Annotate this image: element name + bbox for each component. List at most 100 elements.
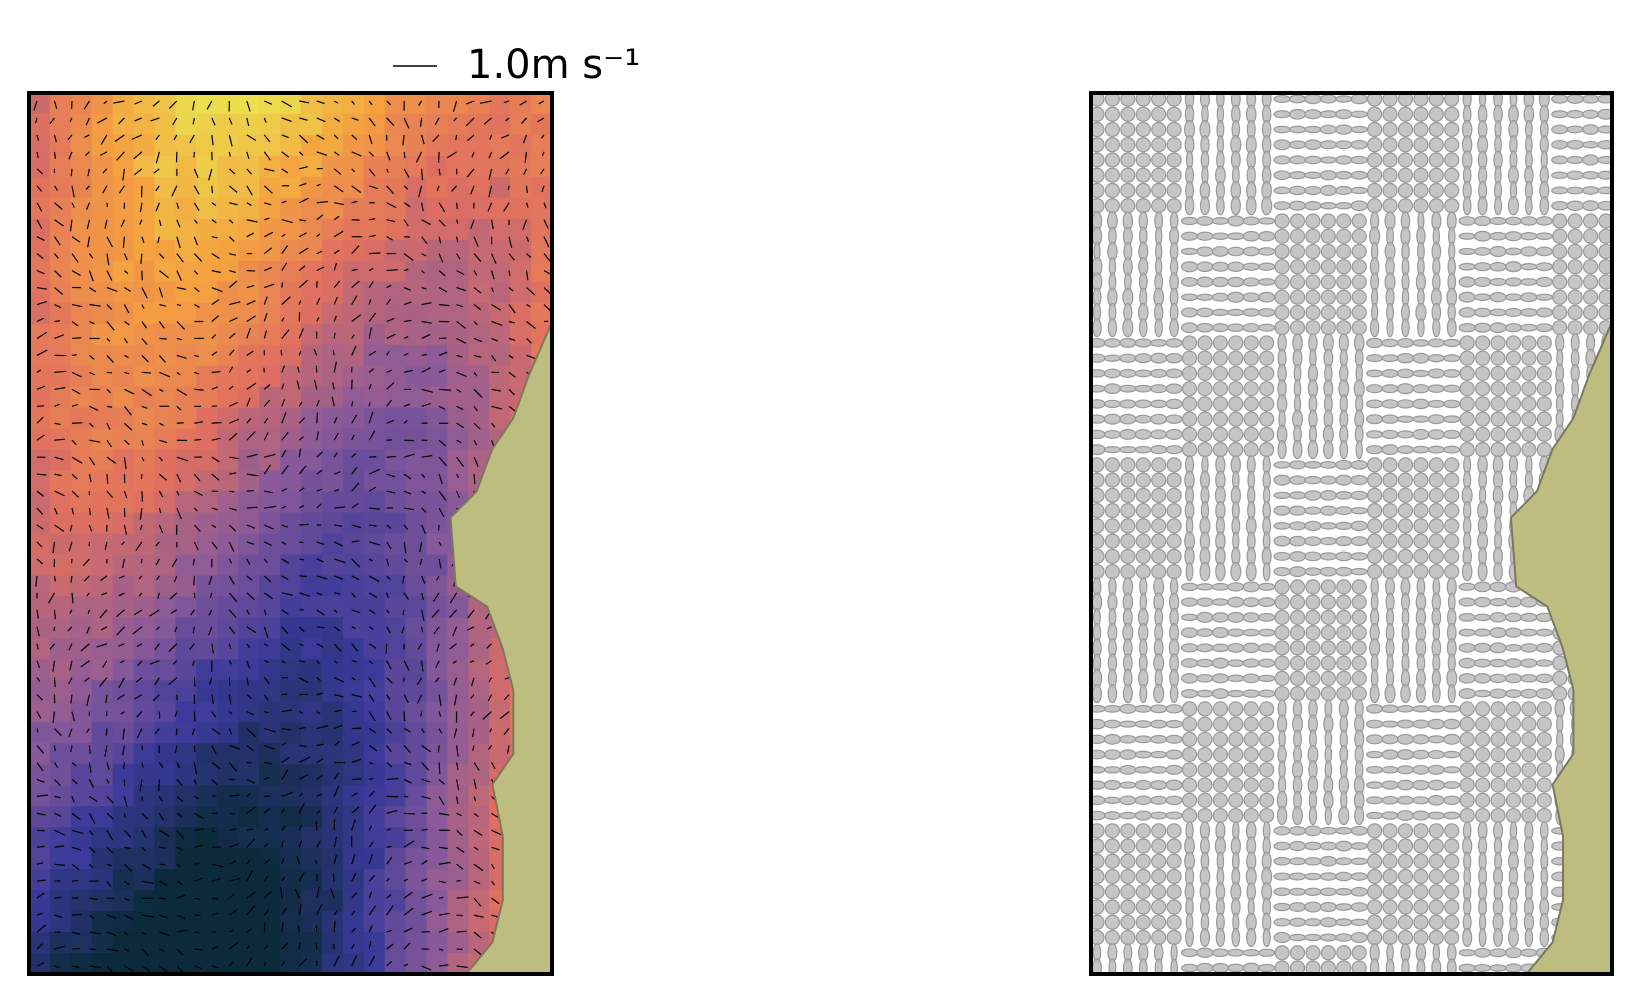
heat-cell — [175, 281, 197, 304]
vector-arrow — [368, 185, 379, 190]
ellipse — [1381, 354, 1399, 363]
ellipse — [1413, 198, 1429, 214]
heat-cell — [300, 953, 323, 974]
vector-arrow — [333, 910, 338, 916]
vector-arrow — [193, 575, 195, 586]
vector-arrow — [281, 727, 292, 731]
heat-cell — [133, 176, 156, 199]
ellipse — [1091, 533, 1105, 549]
ellipse — [1181, 777, 1198, 793]
heat-cell — [342, 764, 365, 786]
heat-cell — [49, 93, 72, 115]
ellipse — [1289, 579, 1306, 595]
vector-arrow — [228, 117, 233, 125]
vector-arrow — [134, 117, 143, 122]
heat-cell — [426, 281, 448, 304]
ellipse — [1258, 323, 1276, 332]
ellipse — [1351, 320, 1367, 336]
ellipse — [1273, 474, 1291, 486]
vector-arrow — [386, 694, 391, 700]
ellipse — [1228, 716, 1244, 732]
vector-arrow — [264, 202, 272, 206]
ellipse — [1400, 683, 1411, 704]
heat-cell — [175, 260, 197, 283]
vector-arrow — [124, 880, 130, 886]
heat-cell — [363, 848, 386, 870]
heat-cell — [154, 365, 176, 388]
vector-arrow — [456, 287, 467, 292]
ellipse — [1551, 110, 1569, 119]
heat-cell — [133, 764, 156, 786]
ellipse — [1166, 899, 1182, 915]
vector-arrow — [159, 931, 171, 937]
heat-cell — [70, 323, 93, 346]
vector-arrow — [88, 524, 93, 532]
ellipse — [1258, 291, 1276, 303]
vector-arrow — [120, 711, 125, 715]
heat-cell — [280, 722, 302, 744]
heat-cell — [91, 281, 114, 304]
ellipse — [1598, 228, 1612, 244]
heat-cell — [70, 680, 93, 702]
ellipse — [1369, 683, 1380, 704]
ellipse — [1242, 673, 1260, 684]
ellipse — [1197, 807, 1213, 824]
vector-arrow — [313, 379, 318, 390]
vector-arrow — [176, 880, 183, 885]
vector-arrow — [158, 507, 162, 513]
heat-cell — [175, 365, 197, 388]
ellipse — [1103, 796, 1122, 804]
heat-cell — [531, 218, 552, 241]
vector-arrow — [421, 168, 424, 181]
heat-cell — [29, 470, 51, 493]
heat-cell — [468, 428, 490, 451]
ellipse — [1443, 795, 1461, 806]
heat-cell — [342, 575, 365, 597]
vector-arrow — [263, 909, 270, 916]
heat-cell — [300, 239, 323, 262]
vector-arrow — [36, 349, 48, 356]
heat-cell — [217, 470, 239, 493]
vector-arrow — [453, 677, 458, 686]
ellipse — [1258, 643, 1276, 653]
heat-cell — [280, 869, 302, 891]
heat-cell — [112, 113, 135, 136]
ellipse — [1536, 365, 1552, 382]
vector-arrow — [171, 185, 178, 197]
ellipse-panel — [1091, 93, 1612, 974]
vector-arrow — [89, 846, 96, 853]
vector-arrow — [386, 728, 393, 734]
vector-arrow — [316, 810, 321, 814]
heat-cell — [217, 428, 239, 451]
heat-cell — [217, 617, 239, 639]
vector-arrow — [124, 965, 134, 972]
heat-cell — [342, 554, 365, 576]
ellipse — [1536, 731, 1552, 747]
vector-arrow — [36, 762, 44, 772]
vector-arrow — [176, 337, 182, 341]
ellipse — [1413, 548, 1429, 564]
vector-arrow — [470, 185, 475, 195]
vector-arrow — [369, 777, 374, 781]
ellipse — [1428, 838, 1444, 854]
vector-arrow — [106, 931, 117, 937]
heat-cell — [426, 575, 448, 597]
ellipse — [1165, 779, 1183, 791]
ellipse — [1458, 276, 1476, 288]
vector-arrow — [193, 168, 199, 179]
ellipse — [1366, 430, 1384, 439]
vector-arrow — [118, 117, 125, 125]
vector-arrow — [229, 828, 237, 831]
ellipse — [1381, 384, 1399, 394]
ellipse — [1304, 933, 1322, 942]
heat-cell — [259, 911, 281, 933]
ellipse — [1427, 718, 1445, 730]
vector-arrow — [36, 434, 45, 441]
vector-arrow — [421, 236, 428, 245]
heat-cell — [70, 260, 93, 283]
ellipse — [1504, 658, 1523, 669]
heat-cell — [112, 575, 135, 597]
ellipse — [1396, 399, 1415, 409]
vector-arrow — [211, 779, 218, 786]
heat-cell — [300, 134, 323, 157]
